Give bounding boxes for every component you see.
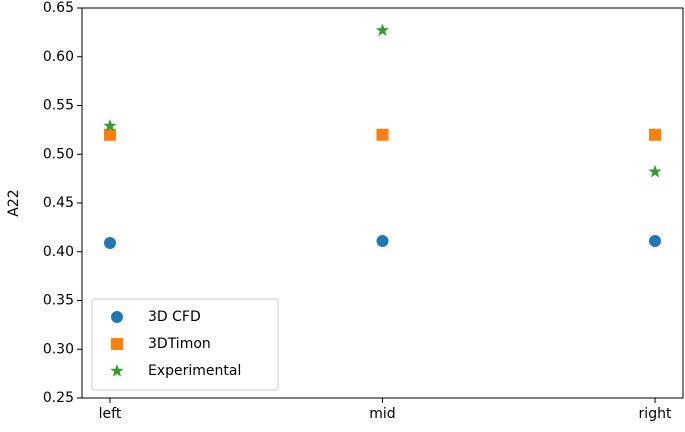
data-point	[376, 235, 389, 248]
legend-marker	[111, 311, 123, 323]
y-tick-label: 0.55	[43, 98, 74, 114]
data-point	[649, 128, 661, 141]
x-tick-label: mid	[369, 406, 395, 422]
y-tick-label: 0.65	[43, 0, 74, 16]
data-point	[648, 164, 662, 178]
y-tick-label: 0.60	[43, 49, 74, 65]
y-axis-label: A22	[6, 189, 22, 216]
legend-box	[91, 298, 279, 391]
data-point	[104, 128, 116, 141]
legend-marker	[111, 338, 123, 350]
legend-label: Experimental	[148, 363, 241, 379]
y-tick-label: 0.50	[43, 146, 74, 162]
legend-label: 3DTimon	[148, 336, 211, 352]
legend-marker	[110, 364, 124, 377]
y-tick-label: 0.40	[43, 244, 74, 260]
y-tick-label: 0.30	[43, 341, 74, 357]
legend-label: 3D CFD	[148, 309, 201, 325]
y-tick-label: 0.35	[43, 293, 74, 309]
data-point	[649, 235, 661, 248]
data-point	[103, 118, 117, 132]
data-point	[375, 23, 390, 37]
data-point	[376, 128, 389, 141]
y-tick-label: 0.25	[43, 390, 74, 406]
data-point	[104, 236, 116, 249]
y-tick-label: 0.45	[43, 195, 74, 211]
x-tick-label: right	[639, 406, 672, 422]
x-tick-label: left	[99, 406, 122, 422]
